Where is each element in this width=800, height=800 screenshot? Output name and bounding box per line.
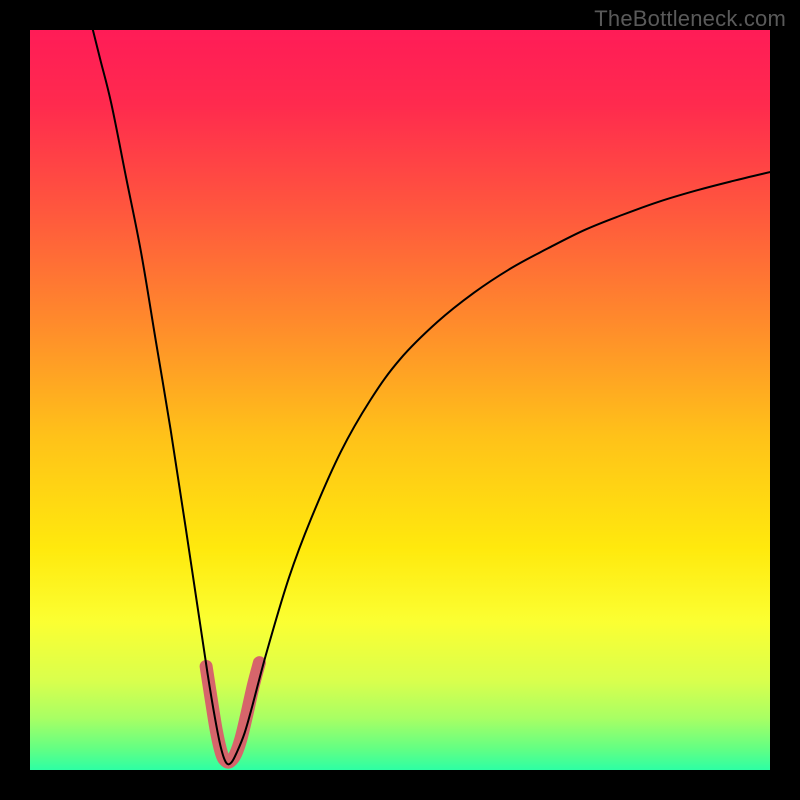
chart-container: TheBottleneck.com xyxy=(0,0,800,800)
gradient-background xyxy=(30,30,770,770)
watermark-text: TheBottleneck.com xyxy=(594,6,786,32)
plot-area xyxy=(30,30,770,770)
plot-svg xyxy=(30,30,770,770)
